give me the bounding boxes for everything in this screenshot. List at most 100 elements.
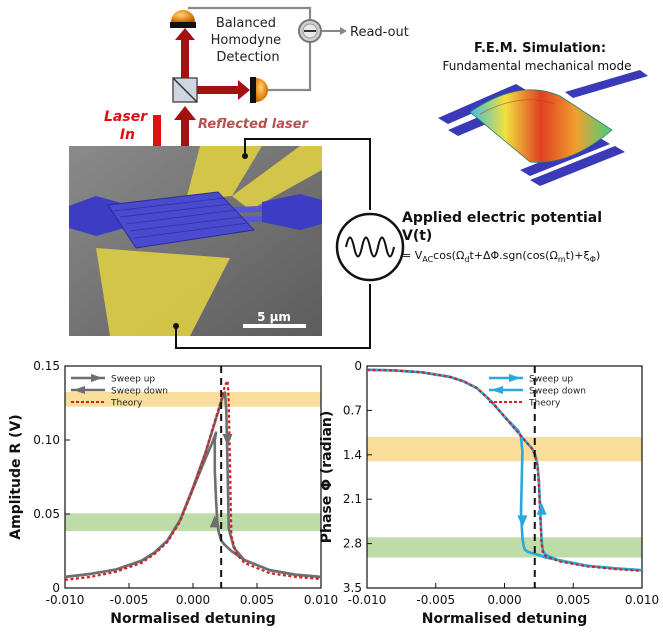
voltage-waveform-icon (345, 236, 395, 258)
legend-arrow-icon (491, 386, 503, 394)
electrical-circuit: Applied electric potential V(t) = VACcos… (173, 138, 607, 349)
series-line-theory (366, 368, 643, 572)
legend-arrow-icon (509, 374, 521, 382)
formula-cos1: cos(Ω (433, 249, 464, 262)
readout-arrow-head (340, 27, 347, 35)
bhd-label-line3: Detection (216, 50, 279, 65)
sem-image: 5 µm (69, 146, 322, 336)
x-tick-label: 0.010 (304, 593, 338, 607)
legend-label: Sweep down (529, 387, 586, 397)
electrode-top-right (232, 146, 322, 210)
fem-membrane (469, 89, 613, 163)
x-tick-label: -0.010 (348, 593, 387, 607)
contact-bottom (173, 323, 179, 329)
potential-formula: = VACcos(Ωdt+ΔΦ.sgn(cos(Ωmt)+ξΦ) (402, 249, 600, 264)
x-tick-label: 0.010 (625, 593, 659, 607)
y-tick-label: 0 (52, 581, 60, 595)
legend-label: Theory (110, 399, 143, 409)
amplitude-chart: -0.010 -0.005 0.000 0.005 0.010 0 0.05 0.10 0.15… (8, 359, 338, 627)
reflected-beam-head (174, 106, 196, 120)
readout-label: Read-out (350, 25, 409, 40)
fem-title: F.E.M. Simulation: (474, 41, 606, 56)
formula-close: ) (596, 249, 600, 262)
membrane-holes (113, 197, 249, 239)
formula-sub-d: d (464, 255, 469, 264)
highlight-band-0 (65, 391, 321, 407)
beam-to-right-detector-head (238, 80, 250, 100)
potential-title-line2: V(t) (402, 228, 432, 244)
legend-label: Theory (528, 399, 561, 409)
x-tick-label: -0.010 (46, 593, 85, 607)
detector-wire-top (188, 6, 312, 22)
y-tick-label: 0 (354, 359, 362, 373)
x-tick-label: 0.000 (487, 593, 521, 607)
sweep-direction-arrow (209, 515, 220, 528)
scale-bar-label: 5 µm (257, 310, 291, 324)
highlight-band-1 (65, 513, 321, 532)
y-tick-label: 0.05 (33, 507, 60, 521)
bhd-label-line1: Balanced (216, 16, 276, 31)
y-tick-label: 2.8 (343, 537, 362, 551)
y-tick-label: 2.1 (343, 492, 362, 506)
formula-mid: t+ΔΦ.sgn(cos(Ω (469, 249, 557, 262)
wire-top (244, 138, 371, 210)
y-tick-label: 0.7 (343, 403, 362, 417)
membrane (107, 191, 256, 249)
reflected-laser-label: Reflected laser (198, 117, 310, 132)
potential-title: Applied electric potential V(t) (402, 210, 607, 244)
fem-anchor-far (565, 70, 648, 98)
electrode-bottom (96, 248, 230, 336)
electrode-top (186, 146, 262, 200)
phase-chart: -0.010 -0.005 0.000 0.005 0.010 0 0.7 1.4 2.1 2.8… (319, 359, 659, 627)
y-tick-label: 3.5 (343, 581, 362, 595)
formula-sub-phi: Φ (590, 255, 596, 264)
x-tick-label: 0.000 (176, 593, 210, 607)
bhd-label-line2: Homodyne (211, 33, 282, 48)
laser-in-line1: Laser (104, 109, 148, 125)
fem-subtitle: Fundamental mechanical mode (442, 59, 631, 73)
highlight-band-1 (367, 537, 642, 558)
fem-simulation: F.E.M. Simulation: Fundamental mechanica… (438, 41, 648, 186)
legend-label: Sweep up (111, 375, 155, 385)
fem-contour (479, 99, 556, 115)
legend-arrow-icon (73, 386, 85, 394)
series-line-sweep-down (64, 431, 322, 579)
potential-title-line1: Applied electric potential (402, 210, 602, 226)
x-tick-label: 0.005 (556, 593, 590, 607)
legend-arrow-icon (91, 374, 103, 382)
x-tick-label: 0.005 (240, 593, 274, 607)
x-axis-label: Normalised detuning (422, 611, 588, 627)
series-line-theory (64, 379, 322, 581)
beam-to-top-detector-head (175, 28, 195, 40)
photodetector-top-icon (170, 10, 196, 28)
optical-setup: Read-out Balanced Homodyne Detection (104, 6, 409, 192)
photodetector-right-icon (250, 77, 268, 103)
x-tick-label: -0.005 (416, 593, 455, 607)
y-axis-label: Phase Φ (radian) (319, 411, 335, 544)
fem-anchor-left-top (438, 84, 526, 124)
x-axis-label: Normalised detuning (110, 611, 276, 627)
formula-sub-m: m (558, 255, 566, 264)
sweep-direction-arrow (536, 502, 547, 515)
formula-eq: = V (402, 249, 423, 262)
y-axis-label: Amplitude R (V) (8, 414, 24, 539)
sweep-direction-arrow (222, 434, 233, 446)
y-tick-label: 1.4 (343, 448, 362, 462)
y-tick-label: 0.10 (33, 433, 60, 447)
subtractor-icon (298, 19, 322, 43)
series-line-sweep-up (64, 391, 322, 579)
laser-in-label: Laser In (104, 109, 152, 143)
formula-sub-ac: AC (422, 255, 433, 264)
contact-top (242, 153, 248, 159)
legend-label: Sweep down (111, 387, 168, 397)
beam-splitter-icon (172, 77, 198, 103)
highlight-band-0 (367, 437, 642, 462)
detector-wire-right (268, 40, 312, 92)
sweep-direction-arrow (517, 515, 528, 528)
legend-label: Sweep up (529, 375, 573, 385)
fem-anchor-right-bottom (530, 146, 625, 186)
bhd-label: Balanced Homodyne Detection (211, 16, 286, 65)
laser-in-line2: In (120, 127, 135, 143)
y-tick-label: 0.15 (33, 359, 60, 373)
